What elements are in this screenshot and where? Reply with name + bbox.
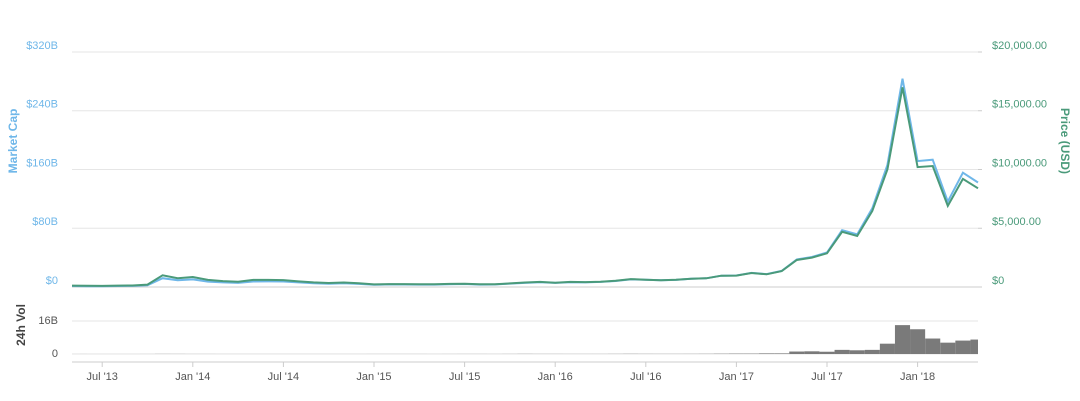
y-tick-label: $0: [46, 275, 58, 287]
x-tick-label: Jan '16: [538, 371, 573, 383]
y-axis-title: Market Cap: [6, 109, 20, 174]
y2-axis-title: Price (USD): [1058, 108, 1072, 174]
x-tick-label: Jan '15: [356, 371, 391, 383]
volume-axis-title: 24h Vol: [14, 304, 28, 346]
y-tick-label: $240B: [26, 99, 58, 111]
y-tick-label: $160B: [26, 157, 58, 169]
volume-bar: [834, 349, 850, 354]
volume-bar: [955, 340, 971, 354]
y2-tick-label: $5,000.00: [992, 216, 1041, 228]
x-tick-label: Jan '18: [900, 371, 935, 383]
volume-bar: [819, 351, 835, 354]
volume-bar: [910, 329, 926, 354]
x-tick-label: Jan '17: [719, 371, 754, 383]
volume-bar: [925, 338, 941, 354]
volume-bar: [970, 339, 978, 354]
volume-bar: [849, 350, 865, 354]
x-tick-label: Jul '16: [630, 371, 661, 383]
volume-bar: [940, 342, 956, 354]
y2-tick-label: $10,000.00: [992, 157, 1047, 169]
y-tick-label: $80B: [32, 216, 58, 228]
x-tick-label: Jul '13: [86, 371, 117, 383]
series-line: [71, 87, 979, 287]
y2-tick-label: $0: [992, 275, 1004, 287]
x-tick-label: Jan '14: [175, 371, 210, 383]
y2-tick-label: $15,000.00: [992, 99, 1047, 111]
volume-bar: [759, 353, 775, 354]
volume-bar: [879, 343, 895, 354]
x-tick-label: Jul '14: [268, 371, 299, 383]
y2-tick-label: $20,000.00: [992, 40, 1047, 52]
series-line: [71, 78, 979, 288]
y-tick-label: 0: [52, 348, 58, 360]
volume-bar: [864, 349, 880, 354]
x-tick-label: Jul '17: [811, 371, 842, 383]
volume-bar: [789, 351, 805, 354]
y-tick-label: 16B: [38, 315, 58, 327]
volume-bar: [774, 353, 790, 354]
volume-bar: [804, 351, 820, 354]
y-tick-label: $320B: [26, 40, 58, 52]
x-tick-label: Jul '15: [449, 371, 480, 383]
volume-bar: [894, 325, 911, 354]
